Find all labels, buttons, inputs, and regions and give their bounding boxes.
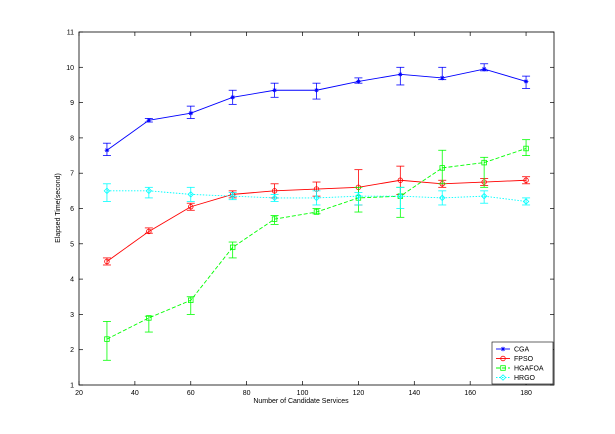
data-point <box>356 79 361 84</box>
data-point <box>103 187 111 195</box>
error-bar <box>312 190 321 206</box>
y-tick-label: 10 <box>66 65 74 72</box>
data-point <box>104 258 110 265</box>
x-tick-label: 100 <box>297 390 309 397</box>
data-point <box>522 198 530 205</box>
y-tick-label: 7 <box>70 171 74 178</box>
data-point <box>146 117 152 123</box>
x-tick-label: 40 <box>131 390 139 397</box>
legend-marker <box>499 374 507 381</box>
y-tick-label: 11 <box>67 30 74 37</box>
data-point <box>272 87 277 93</box>
legend-label: CGA <box>514 347 530 354</box>
error-bar <box>522 139 531 156</box>
y-tick-label: 2 <box>70 347 74 354</box>
x-axis-label: Number of Candidate Services <box>253 398 349 405</box>
data-point <box>523 177 529 183</box>
x-tick-label: 160 <box>464 390 476 397</box>
error-bar <box>144 186 153 199</box>
legend-marker <box>500 355 506 362</box>
y-tick-label: 4 <box>70 277 74 284</box>
legend-item: FPSO <box>496 355 534 363</box>
data-point <box>313 209 320 215</box>
data-point <box>104 147 110 153</box>
data-point <box>188 297 194 303</box>
legend-marker <box>500 346 506 352</box>
data-point <box>271 194 278 202</box>
error-bar <box>438 190 447 206</box>
y-tick-label: 3 <box>70 312 74 319</box>
y-tick-label: 1 <box>70 383 74 390</box>
data-point <box>439 165 445 171</box>
legend-item: CGA <box>496 347 530 354</box>
error-bar <box>102 321 111 361</box>
error-bar <box>102 183 111 202</box>
data-point <box>271 188 278 194</box>
data-point <box>397 192 404 200</box>
error-bar <box>396 186 405 209</box>
x-tick-label: 120 <box>353 390 365 397</box>
x-tick-label: 180 <box>520 390 532 397</box>
data-point <box>229 192 236 200</box>
data-point <box>271 216 278 222</box>
legend-label: HGAFOA <box>514 366 544 373</box>
data-point <box>146 228 152 235</box>
data-point <box>355 192 362 200</box>
data-point <box>397 177 404 183</box>
data-point <box>481 66 487 72</box>
data-point <box>188 110 194 116</box>
legend: CGA FPSO HGAFOA HRGO <box>491 341 554 385</box>
legend-marker <box>500 365 506 371</box>
error-bar <box>186 186 195 202</box>
data-point <box>145 187 153 195</box>
series-line <box>106 148 527 340</box>
data-point <box>146 315 152 321</box>
series-line <box>106 179 527 262</box>
y-tick-label: 9 <box>70 100 74 107</box>
data-point <box>439 75 445 81</box>
data-point <box>523 145 529 152</box>
x-tick-label: 80 <box>243 390 251 397</box>
data-point <box>188 204 194 210</box>
y-tick-label: 5 <box>70 241 74 248</box>
x-tick-label: 140 <box>408 390 420 397</box>
y-tick-label: 6 <box>70 206 74 213</box>
data-point <box>187 191 195 198</box>
data-point <box>481 159 487 166</box>
x-tick-label: 20 <box>75 390 83 397</box>
data-point <box>480 192 488 200</box>
data-point <box>230 95 235 100</box>
data-point <box>438 194 446 202</box>
error-bar <box>438 149 447 185</box>
data-point <box>314 87 319 93</box>
series-hgafoa <box>102 139 531 361</box>
data-point <box>398 72 403 77</box>
legend-item: HGAFOA <box>496 365 544 373</box>
y-axis-label: Elapsed Time(second) <box>55 173 62 243</box>
series-cga <box>102 63 531 156</box>
legend-label: FPSO <box>514 356 534 363</box>
y-tick-label: 8 <box>70 135 74 142</box>
x-tick-label: 60 <box>187 390 195 397</box>
legend-item: HRGO <box>496 374 536 382</box>
data-point <box>523 79 529 84</box>
x-axis-ticks: 20 40 60 80 100 120 140 160 180 <box>75 32 532 397</box>
series-layer <box>102 63 531 361</box>
legend-label: HRGO <box>514 375 536 382</box>
series-hrgo <box>102 183 531 209</box>
data-point <box>104 336 110 342</box>
data-point <box>229 244 236 251</box>
series-line <box>106 190 527 202</box>
y-axis-ticks: 1 2 3 4 5 6 7 8 9 10 11 <box>66 30 554 390</box>
data-point <box>313 194 320 202</box>
